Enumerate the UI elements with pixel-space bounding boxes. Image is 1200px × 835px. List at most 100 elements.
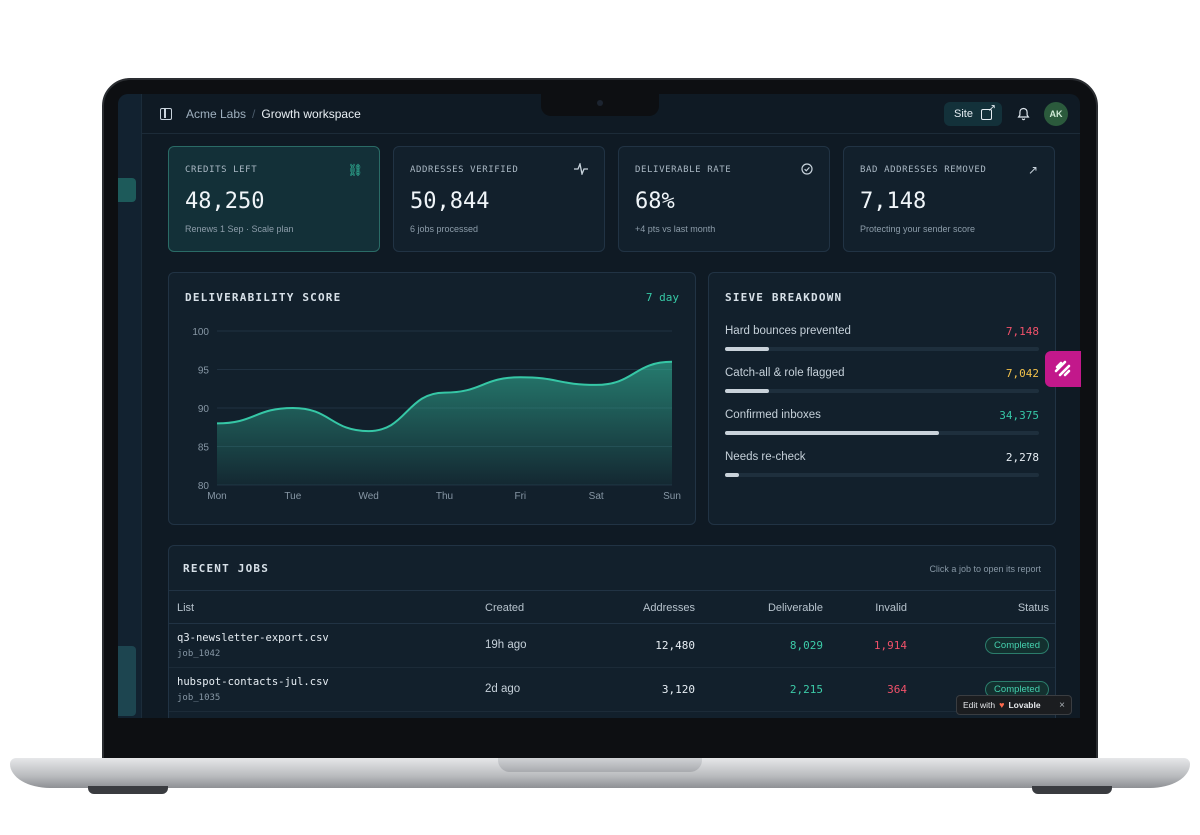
x-tick-label: Sat xyxy=(589,491,604,502)
sieve-bar-track xyxy=(725,473,1039,477)
floating-side-tab[interactable] xyxy=(1045,351,1081,387)
activity-icon xyxy=(574,161,588,178)
sieve-bar-track xyxy=(725,347,1039,351)
breadcrumb-org[interactable]: Acme Labs xyxy=(186,106,247,121)
laptop-foot xyxy=(1032,786,1112,794)
jobs-title: RECENT JOBS xyxy=(183,562,270,575)
stat-card-bad-addresses[interactable]: BAD ADDRESSES REMOVED ↗ 7,148 Protecting… xyxy=(843,146,1055,252)
sieve-label: Hard bounces prevented xyxy=(725,325,851,337)
job-created: 2d ago xyxy=(485,683,521,695)
topbar-actions: Site AK xyxy=(944,99,1068,129)
stat-card-deliverable-rate[interactable]: DELIVERABLE RATE 68% +4 pts vs last mont… xyxy=(618,146,830,252)
check-circle-icon xyxy=(801,163,813,178)
stat-label: CREDITS LEFT xyxy=(185,165,258,175)
job-created: 19h ago xyxy=(485,639,527,651)
chart-area-fill xyxy=(217,361,672,485)
chart-range-selector[interactable]: 7 day xyxy=(645,291,679,304)
stat-subtext: +4 pts vs last month xyxy=(635,224,716,234)
sieve-bar-fill xyxy=(725,389,769,393)
sidebar-toggle-icon[interactable] xyxy=(160,107,172,120)
site-button-label: Site xyxy=(954,108,973,120)
laptop-lid-notch xyxy=(498,758,702,772)
stat-card-credits[interactable]: CREDITS LEFT ⛓ 48,250 Renews 1 Sep · Sca… xyxy=(168,146,380,252)
column-header-created[interactable]: Created xyxy=(485,602,525,614)
top-bar: Acme Labs / Growth workspace Site AK xyxy=(142,94,1080,134)
stat-value: 48,250 xyxy=(185,189,265,214)
sidebar-bottom-panel[interactable] xyxy=(118,646,136,716)
column-header-status[interactable]: Status xyxy=(1017,602,1049,614)
y-tick-label: 85 xyxy=(198,443,210,454)
deliverability-score-card: DELIVERABILITY SCORE 7 day 100 95 90 85 80 Mo… xyxy=(168,272,696,525)
sieve-bar-fill xyxy=(725,431,939,435)
lovable-brand: Lovable xyxy=(1008,700,1041,710)
x-tick-label: Thu xyxy=(436,491,453,502)
sieve-row-confirmed-inboxes: Confirmed inboxes 34,375 xyxy=(725,409,1039,435)
column-header-list[interactable]: List xyxy=(177,602,195,614)
job-file-name: q3-newsletter-export.csv xyxy=(177,632,329,644)
stat-subtext: Protecting your sender score xyxy=(860,224,976,234)
edit-with-label: Edit with xyxy=(963,700,996,710)
collapsed-sidebar xyxy=(118,94,142,718)
stat-card-addresses-verified[interactable]: ADDRESSES VERIFIED 50,844 6 jobs process… xyxy=(393,146,605,252)
avatar[interactable]: AK xyxy=(1044,102,1068,126)
site-button[interactable]: Site xyxy=(944,102,1002,126)
sieve-label: Catch-all & role flagged xyxy=(725,367,845,379)
sieve-label: Needs re-check xyxy=(725,451,806,463)
x-tick-label: Fri xyxy=(514,491,526,502)
lovable-heart-icon: ♥ xyxy=(999,700,1005,710)
close-icon[interactable]: × xyxy=(1059,699,1065,711)
bell-icon[interactable] xyxy=(1016,107,1030,121)
job-addresses: 12,480 xyxy=(655,639,695,652)
stat-value: 68% xyxy=(635,189,675,214)
sieve-row-catch-all: Catch-all & role flagged 7,042 xyxy=(725,367,1039,393)
stat-label: ADDRESSES VERIFIED xyxy=(410,165,519,175)
table-row[interactable]: q3-newsletter-export.csv job_1042 19h ag… xyxy=(169,624,1055,668)
laptop-foot xyxy=(88,786,168,794)
status-badge: Completed xyxy=(985,637,1049,654)
sieve-row-needs-recheck: Needs re-check 2,278 xyxy=(725,451,1039,477)
sieve-value: 7,042 xyxy=(1005,367,1039,380)
x-tick-label: Wed xyxy=(358,491,378,502)
sieve-row-hard-bounces: Hard bounces prevented 7,148 xyxy=(725,325,1039,351)
sieve-bar-track xyxy=(725,431,1039,435)
sieve-breakdown-card: SIEVE BREAKDOWN Hard bounces prevented 7… xyxy=(708,272,1056,525)
x-tick-label: Sun xyxy=(663,491,681,502)
job-file-name: hubspot-contacts-jul.csv xyxy=(177,676,329,688)
stat-value: 50,844 xyxy=(410,189,490,214)
app-screen: Acme Labs / Growth workspace Site AK CRE… xyxy=(118,94,1080,718)
link-icon: ⛓ xyxy=(347,163,363,177)
job-addresses: 3,120 xyxy=(661,683,695,696)
sieve-value: 7,148 xyxy=(1005,325,1039,338)
camera-icon xyxy=(597,100,603,106)
column-header-addresses[interactable]: Addresses xyxy=(643,602,695,614)
chart-series-line xyxy=(216,360,673,433)
stat-subtext: Renews 1 Sep · Scale plan xyxy=(185,224,294,234)
stat-label: DELIVERABLE RATE xyxy=(635,165,732,175)
job-id: job_1042 xyxy=(177,649,221,659)
recent-jobs-card: RECENT JOBS Click a job to open its repo… xyxy=(168,545,1056,718)
screen-bezel xyxy=(104,718,1096,758)
breadcrumb-workspace[interactable]: Growth workspace xyxy=(261,106,361,121)
column-header-deliverable[interactable]: Deliverable xyxy=(767,602,823,614)
sieve-bar-fill xyxy=(725,347,769,351)
column-header-invalid[interactable]: Invalid xyxy=(875,602,907,614)
edit-with-lovable-badge[interactable]: Edit with ♥ Lovable × xyxy=(956,695,1072,715)
job-invalid: 364 xyxy=(887,683,907,696)
job-id: job_1035 xyxy=(177,693,221,703)
y-tick-label: 95 xyxy=(198,366,210,377)
table-row[interactable]: hubspot-contacts-jul.csv job_1035 2d ago… xyxy=(169,668,1055,712)
y-tick-label: 80 xyxy=(198,481,210,492)
sieve-bar-fill xyxy=(725,473,740,477)
stat-subtext: 6 jobs processed xyxy=(410,224,479,234)
breadcrumb-separator: / xyxy=(252,106,256,121)
external-link-icon xyxy=(981,103,996,120)
sidebar-active-indicator[interactable] xyxy=(118,178,136,202)
sieve-title: SIEVE BREAKDOWN xyxy=(725,291,843,304)
sieve-value: 2,278 xyxy=(1005,451,1039,464)
job-invalid: 1,914 xyxy=(873,639,907,652)
sieve-label: Confirmed inboxes xyxy=(725,409,821,421)
y-tick-label: 90 xyxy=(198,404,210,415)
job-deliverable: 8,029 xyxy=(789,639,823,652)
jobs-table-header: List Created Addresses Deliverable Inval… xyxy=(169,590,1055,624)
